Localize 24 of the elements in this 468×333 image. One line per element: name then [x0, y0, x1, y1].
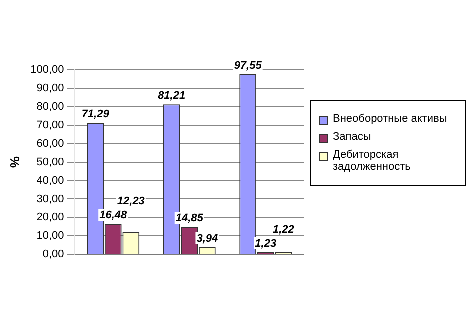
data-label: 14,85 — [176, 212, 204, 225]
data-label: 3,94 — [196, 232, 218, 245]
y-tick-label: 70,00 — [36, 119, 64, 132]
y-tick-label: 10,00 — [36, 230, 64, 242]
y-tick-label: 20,00 — [36, 212, 64, 224]
y-tick-label: 100,00 — [30, 64, 64, 76]
y-axis-title: % — [7, 156, 22, 168]
y-tick-label: 80,00 — [36, 100, 64, 113]
y-tick-label: 0,00 — [42, 248, 64, 261]
data-label: 16,48 — [100, 210, 128, 222]
legend-label: Дебиторская задолженность — [333, 149, 412, 173]
legend-label: Запасы — [333, 131, 372, 143]
y-tick-label: 40,00 — [36, 174, 64, 187]
data-label: 1,22 — [272, 224, 294, 236]
y-tick-label: 50,00 — [36, 156, 64, 168]
y-tick-label: 60,00 — [36, 138, 64, 150]
data-label: 81,21 — [158, 90, 186, 102]
legend-label: Внеоборотные активы — [333, 113, 448, 125]
data-label: 97,55 — [234, 60, 263, 72]
data-label: 12,23 — [117, 196, 145, 208]
data-label: 1,23 — [255, 238, 277, 250]
data-label: 71,29 — [82, 108, 110, 121]
y-tick-label: 90,00 — [36, 82, 64, 94]
y-tick-label: 30,00 — [36, 193, 64, 206]
